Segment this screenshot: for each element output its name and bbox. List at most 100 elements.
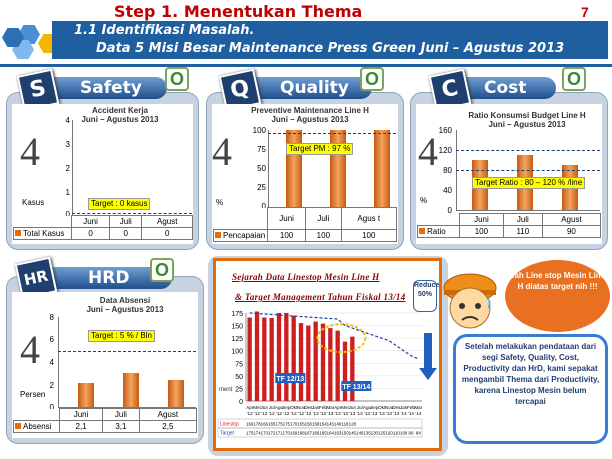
cost-status-badge: O <box>562 67 586 91</box>
hrd-bar <box>123 373 139 407</box>
hrd-value: 2,5 <box>138 420 198 433</box>
linestop-category-year: '12 <box>291 411 297 416</box>
fy2-label: TF 13/14 <box>342 384 370 391</box>
linestop-tick: 25 <box>235 386 243 393</box>
linestop-bar <box>276 313 282 401</box>
linestop-bar <box>284 313 289 401</box>
linestop-bar <box>247 317 252 401</box>
cost-target-upper-line <box>456 150 600 151</box>
header-divider <box>0 64 612 67</box>
safety-tick: 4 <box>65 116 70 125</box>
cost-x-axis <box>456 210 600 211</box>
cost-target-lower-line <box>456 170 600 171</box>
linestop-plot: 175 150 125 100 75 50 25 0 ment TF 12/13 TF 13/14 A… <box>217 311 423 438</box>
linestop-category-year: '14 <box>415 411 421 416</box>
linestop-cell: 140 <box>334 422 342 427</box>
page-number: 7 <box>581 4 589 20</box>
safety-tick: 1 <box>65 188 70 197</box>
linestop-category-year: '14 <box>408 411 414 416</box>
linestop-category: Jul <box>269 405 275 410</box>
linestop-category: Mar <box>326 405 334 410</box>
linestop-cell: 158 <box>312 422 320 427</box>
linestop-category-year: '14 <box>401 411 407 416</box>
cost-data-table: Juni Juli Agust Ratio 100 110 90 <box>417 213 602 238</box>
linestop-tick: 0 <box>239 399 243 406</box>
hrd-cat: Juni <box>58 408 104 421</box>
quality-tick: 50 <box>257 164 266 173</box>
cost-tick: 80 <box>443 166 452 175</box>
quality-unit: % <box>216 198 224 207</box>
linestop-cell: 150 <box>341 431 349 436</box>
linestop-bar <box>335 330 340 401</box>
quality-tick: 25 <box>257 183 266 192</box>
quality-y-axis <box>268 130 269 207</box>
linestop-category-year: '13 <box>342 411 348 416</box>
linestop-category-year: '12 <box>247 411 253 416</box>
linestop-row-label: Target <box>220 431 235 437</box>
linestop-cell: 175 <box>283 422 291 427</box>
section-description: Data 5 Misi Besar Maintenance Press Gree… <box>96 41 565 56</box>
safety-cat: Juni <box>70 215 111 228</box>
safety-tick: 2 <box>65 164 70 173</box>
linestop-tick: 50 <box>235 374 243 381</box>
quality-row-label: Pencapaian <box>223 231 266 240</box>
safety-label: Safety <box>32 77 167 99</box>
safety-row-label: Total Kasus <box>23 229 65 238</box>
reduce-arrow-icon <box>424 333 432 371</box>
hrd-value: 3,1 <box>102 420 140 433</box>
quality-value: 100 <box>340 229 398 242</box>
linestop-cell: 163 <box>334 431 342 436</box>
hrd-bar <box>78 383 94 407</box>
linestop-cell: 169 <box>290 431 298 436</box>
cost-target-label: Target Ratio : 80 – 120 % /line <box>472 177 586 189</box>
safety-big-number: 4 <box>20 129 40 174</box>
linestop-cell: 166 <box>246 422 254 427</box>
linestop-category: Mar <box>414 405 422 410</box>
cost-row-label: Ratio <box>427 227 446 236</box>
cost-cat: Agust <box>541 213 602 226</box>
fy1-badge <box>275 373 306 383</box>
summary-callout: Setelah melakukan pendataan dari segi Sa… <box>453 334 608 444</box>
linestop-tick: 175 <box>231 311 243 318</box>
safety-data-table: Juni Juli Agust Total Kasus 0 0 0 <box>13 215 193 240</box>
linestop-category: Okt <box>378 405 386 410</box>
linestop-category-year: '13 <box>327 411 333 416</box>
quality-value: 100 <box>266 229 307 242</box>
linestop-category-year: '13 <box>320 411 326 416</box>
quality-target-label: Target PM : 97 % <box>286 143 354 155</box>
section-subtitle: 1.1 Identifikasi Masalah. <box>74 23 255 38</box>
quality-bar <box>330 130 346 207</box>
linestop-cell: 178 <box>253 422 261 427</box>
linestop-subtitle: & Target Management Tahun Fiskal 13/14 <box>235 292 406 302</box>
linestop-cell: 145 <box>349 431 357 436</box>
safety-chart-title: Accident Kerja Juni – Agustus 2013 <box>81 106 159 124</box>
worker-character-icon <box>440 268 500 330</box>
linestop-cell: 175 <box>246 431 254 436</box>
linestop-category-year: '12 <box>298 411 304 416</box>
linestop-category: Mei <box>341 405 348 410</box>
linestop-bar <box>313 321 318 401</box>
cost-value: 100 <box>459 225 504 238</box>
hrd-big-number: 4 <box>20 327 40 372</box>
safety-tick: 3 <box>65 140 70 149</box>
quality-bar <box>374 130 390 207</box>
linestop-cell: 175 <box>275 422 283 427</box>
cost-tick: 160 <box>438 126 452 135</box>
linestop-bar <box>298 323 304 401</box>
hrd-row-label: Absensi <box>23 422 52 431</box>
cost-cat: Juli <box>502 213 543 226</box>
linestop-cell: 166 <box>261 422 269 427</box>
hrd-tick: 4 <box>49 358 54 367</box>
hrd-status-badge: O <box>150 258 174 282</box>
safety-unit: Kasus <box>22 198 45 207</box>
linestop-target-line <box>249 312 419 360</box>
safety-y-axis <box>72 120 73 215</box>
linestop-cell: 165 <box>319 431 327 436</box>
linestop-bar <box>262 317 267 401</box>
quality-tick: 75 <box>257 145 266 154</box>
safety-target-line <box>72 213 192 214</box>
linestop-tick: 150 <box>231 324 243 331</box>
linestop-cell: 90 <box>409 431 414 436</box>
safety-status-badge: O <box>165 67 189 91</box>
linestop-cell: 100 <box>400 431 408 436</box>
